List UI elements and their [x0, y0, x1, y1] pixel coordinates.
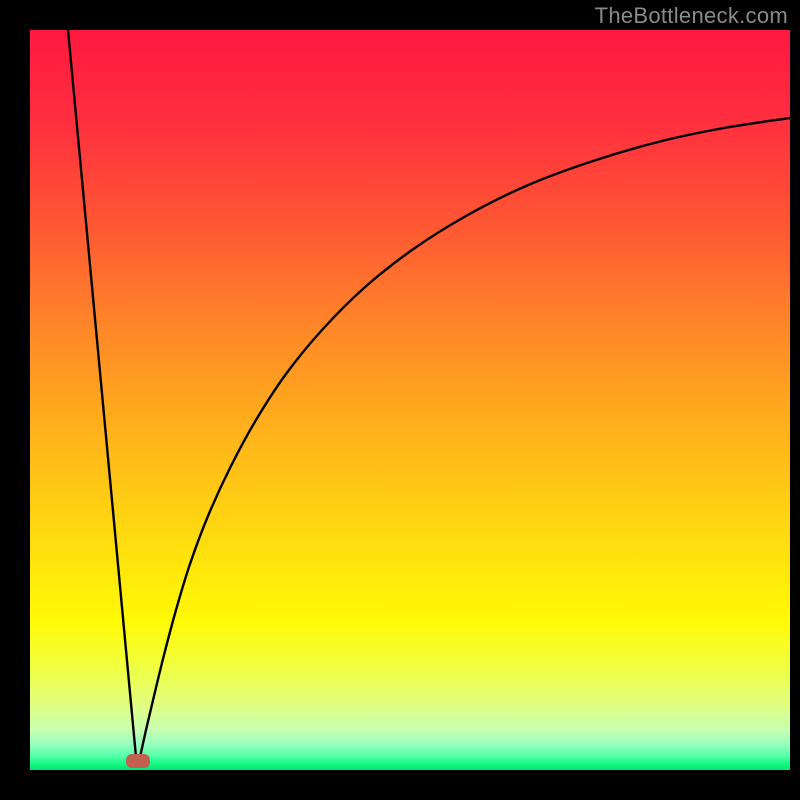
frame-left — [0, 0, 30, 800]
optimum-marker — [126, 754, 150, 768]
curve-layer — [30, 30, 790, 770]
frame-right — [790, 0, 800, 800]
curve-left-branch — [68, 30, 136, 757]
plot-area — [30, 30, 790, 770]
curve-right-branch — [140, 118, 790, 757]
watermark-text: TheBottleneck.com — [595, 3, 788, 29]
frame-bottom — [0, 770, 800, 800]
